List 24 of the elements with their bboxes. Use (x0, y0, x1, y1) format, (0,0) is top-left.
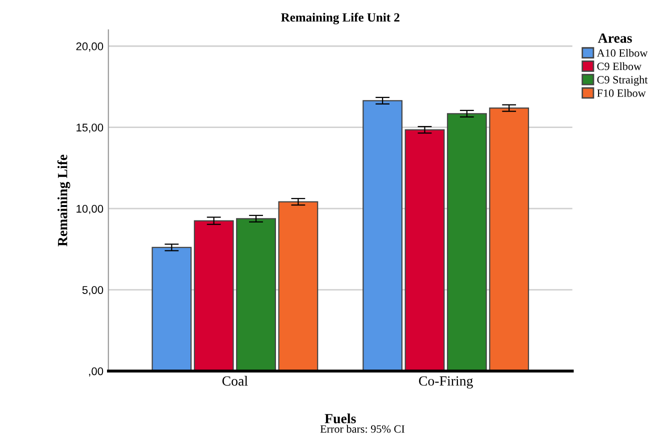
y-tick-label: 15,00 (76, 124, 104, 133)
bar (489, 107, 530, 372)
y-tick-label: 5,00 (82, 286, 104, 296)
y-tick-label: ,00 (89, 367, 104, 377)
legend-label: C9 Straight (597, 76, 648, 86)
y-tick-label: 20,00 (76, 42, 104, 52)
legend-label: A10 Elbow (596, 48, 648, 57)
bar (446, 113, 487, 372)
legend-label: C9 Elbow (597, 62, 642, 70)
chart-title: Remaining Life Unit 2 (281, 12, 400, 24)
bar (152, 246, 192, 372)
bar (362, 100, 403, 372)
bar (278, 201, 318, 372)
bar (404, 129, 445, 372)
x-axis-title: Fuels (324, 414, 356, 424)
x-tick-label: Co-Firing (418, 376, 473, 389)
legend-label: F10 Elbow (597, 89, 646, 97)
x-tick-label: Coal (222, 376, 248, 386)
text: Error bars: 95% CI (320, 424, 404, 433)
bar (236, 218, 276, 372)
bar (194, 220, 234, 372)
y-tick-label: 10,00 (76, 204, 104, 214)
legend-title: Areas (598, 34, 632, 43)
y-axis-title: Remaining Life (57, 154, 70, 246)
